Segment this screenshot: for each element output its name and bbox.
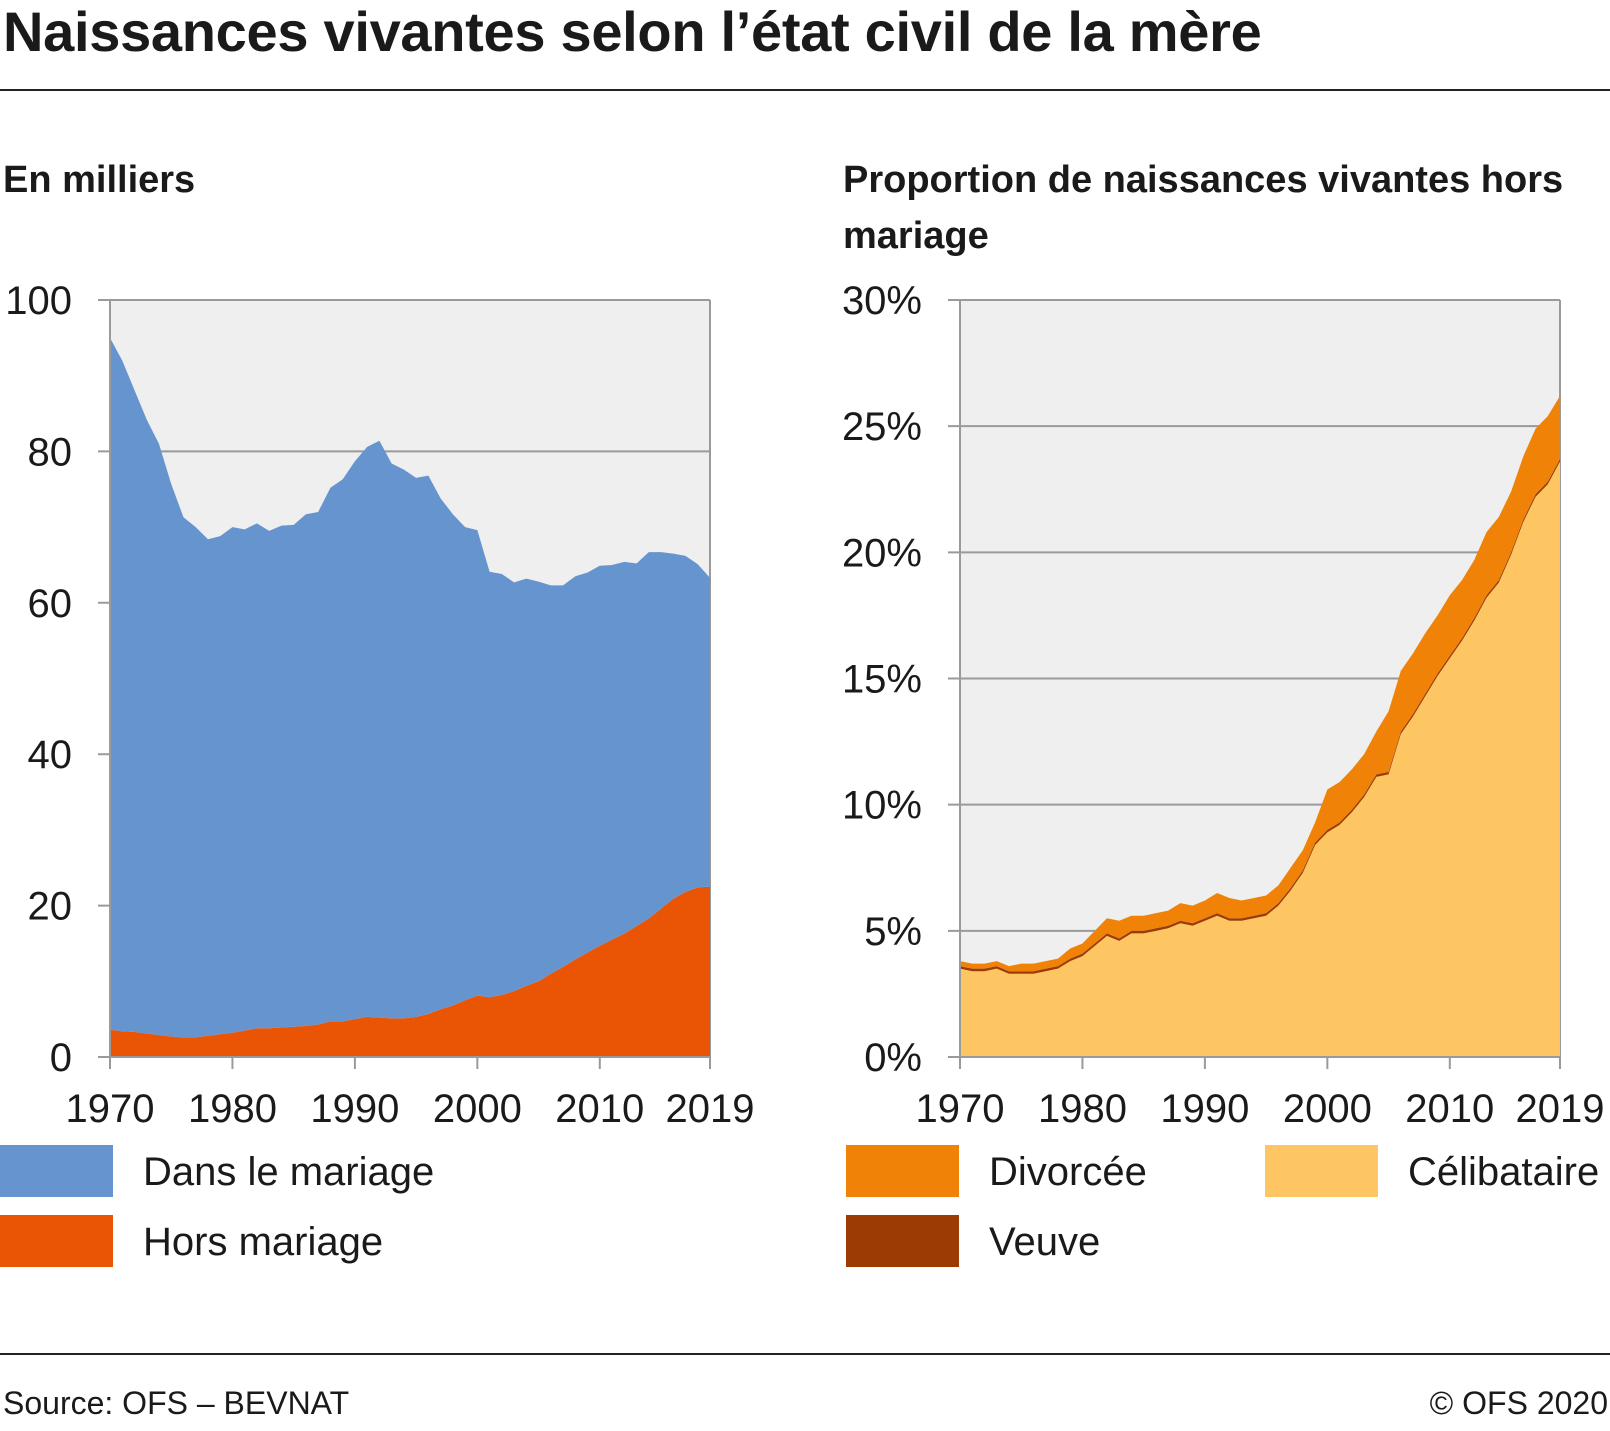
area-series-hors-mariage <box>110 886 710 1057</box>
left-chart: 0 20 40 60 80 100 1970 1980 1990 2000 2010 2019 <box>5 279 754 1131</box>
x-tick-label: 1970 <box>916 1087 1005 1131</box>
y-tick-label: 20 <box>28 885 73 929</box>
x-tick-label: 2019 <box>666 1087 755 1131</box>
x-tick-label: 1990 <box>1160 1087 1249 1131</box>
legend-label-divorcee: Divorcée <box>989 1150 1147 1194</box>
x-tick-label: 1990 <box>310 1087 399 1131</box>
y-tick-label: 80 <box>28 430 73 474</box>
x-tick-label: 2010 <box>1405 1087 1494 1131</box>
legend-swatch-divorcee <box>846 1145 959 1197</box>
x-tick-label: 2000 <box>433 1087 522 1131</box>
y-tick-label: 5% <box>864 910 922 954</box>
legend-swatch-celibataire <box>1265 1145 1378 1197</box>
y-tick-label: 15% <box>842 658 922 702</box>
legend-label-hors-mariage: Hors mariage <box>143 1220 384 1264</box>
y-tick-label: 20% <box>842 531 922 575</box>
left-chart-title: En milliers <box>3 159 196 201</box>
y-tick-label: 0 <box>50 1036 72 1080</box>
y-tick-label: 60 <box>28 582 73 626</box>
y-tick-label: 30% <box>842 279 922 323</box>
legend-swatch-veuve <box>846 1215 959 1267</box>
legend-label-celibataire: Célibataire <box>1408 1150 1600 1194</box>
right-chart-title: Proportion de naissances vivantes hors m… <box>843 159 1564 257</box>
legend-label-veuve: Veuve <box>989 1220 1101 1264</box>
legend-swatch-hors-mariage <box>0 1215 113 1267</box>
bottom-divider <box>0 1353 1610 1355</box>
legend-swatch-dans-le-mariage <box>0 1145 113 1197</box>
footer-copyright: © OFS 2020 <box>1429 1385 1608 1421</box>
legend-label-dans-le-mariage: Dans le mariage <box>143 1150 435 1194</box>
footer-source: Source: OFS – BEVNAT <box>3 1385 350 1421</box>
area-series-celibataire <box>960 461 1560 1057</box>
top-divider <box>0 89 1610 91</box>
y-tick-label: 25% <box>842 405 922 449</box>
x-tick-label: 2000 <box>1283 1087 1372 1131</box>
y-tick-label: 100 <box>5 279 72 323</box>
y-tick-label: 0% <box>864 1036 922 1080</box>
y-tick-label: 10% <box>842 784 922 828</box>
area-series-dans-le-mariage <box>110 337 710 1038</box>
main-title: Naissances vivantes selon l’état civil d… <box>3 0 1262 63</box>
x-tick-label: 1980 <box>188 1087 277 1131</box>
x-tick-label: 2010 <box>555 1087 644 1131</box>
x-tick-label: 2019 <box>1516 1087 1605 1131</box>
x-tick-label: 1980 <box>1038 1087 1127 1131</box>
right-chart: 0% 5% 10% 15% 20% 25% 30% 1970 1980 1990 2000 2010 2… <box>842 279 1605 1131</box>
x-tick-label: 1970 <box>66 1087 155 1131</box>
y-tick-label: 40 <box>28 733 73 777</box>
